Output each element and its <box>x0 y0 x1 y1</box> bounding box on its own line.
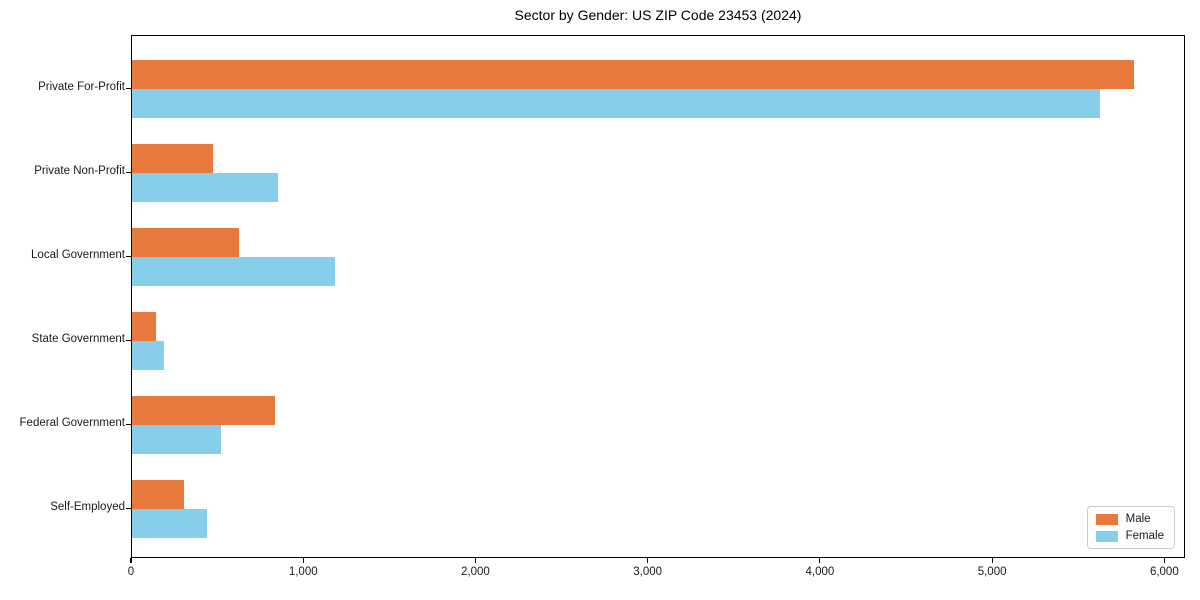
x-tick-mark <box>302 558 304 563</box>
legend: Male Female <box>1086 506 1175 549</box>
plot-area: Male Female <box>131 35 1185 558</box>
x-tick-mark <box>991 558 993 563</box>
bar-male-local-government <box>132 228 239 257</box>
y-tick-label-state-government: State Government <box>31 333 125 345</box>
y-tick-label-private-for-profit: Private For-Profit <box>38 81 125 93</box>
x-tick-label-6000: 6,000 <box>1149 566 1179 578</box>
x-tick-mark <box>647 558 649 563</box>
bar-male-federal-government <box>132 396 275 425</box>
legend-entry-female: Female <box>1095 530 1164 542</box>
x-tick-label-2000: 2,000 <box>461 566 490 578</box>
x-tick-label-5000: 5,000 <box>977 566 1007 578</box>
y-tick-mark <box>126 87 131 89</box>
bar-male-private-non-profit <box>132 144 213 173</box>
y-tick-mark <box>126 423 131 425</box>
y-tick-label-local-government: Local Government <box>31 249 125 261</box>
bar-male-state-government <box>132 312 157 341</box>
legend-swatch-female <box>1095 530 1118 542</box>
bar-female-state-government <box>132 341 164 370</box>
y-tick-label-private-non-profit: Private Non-Profit <box>34 165 125 177</box>
x-tick-label-1000: 1,000 <box>288 566 318 578</box>
x-tick-mark <box>1163 558 1165 563</box>
x-tick-mark <box>819 558 821 563</box>
bar-female-private-non-profit <box>132 173 279 202</box>
y-tick-label-self-employed: Self-Employed <box>50 501 125 513</box>
x-tick-label-0: 0 <box>127 566 135 578</box>
bar-female-self-employed <box>132 509 207 538</box>
legend-label-female: Female <box>1125 530 1164 542</box>
y-tick-mark <box>126 507 131 509</box>
y-tick-label-federal-government: Federal Government <box>19 417 125 429</box>
x-tick-label-3000: 3,000 <box>633 566 663 578</box>
y-tick-mark <box>126 339 131 341</box>
bar-male-private-for-profit <box>132 60 1135 89</box>
bar-female-private-for-profit <box>132 89 1100 118</box>
bar-female-local-government <box>132 257 335 286</box>
x-tick-label-4000: 4,000 <box>805 566 835 578</box>
chart-title: Sector by Gender: US ZIP Code 23453 (202… <box>514 7 802 23</box>
legend-label-male: Male <box>1125 513 1151 525</box>
x-tick-mark <box>130 558 132 563</box>
x-tick-mark <box>474 558 477 563</box>
bar-male-self-employed <box>132 480 184 509</box>
legend-entry-male: Male <box>1095 513 1164 525</box>
bar-female-federal-government <box>132 425 222 454</box>
y-tick-mark <box>126 171 131 173</box>
legend-swatch-male <box>1095 513 1118 525</box>
y-tick-mark <box>126 255 131 257</box>
